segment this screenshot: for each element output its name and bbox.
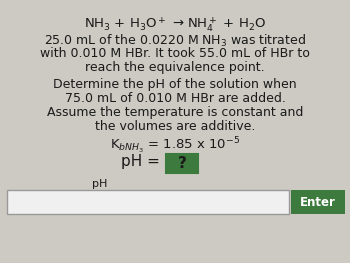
Text: 75.0 mL of 0.010 M HBr are added.: 75.0 mL of 0.010 M HBr are added. bbox=[64, 92, 286, 105]
Text: ?: ? bbox=[177, 156, 187, 171]
FancyBboxPatch shape bbox=[166, 154, 198, 173]
Text: Enter: Enter bbox=[300, 195, 336, 209]
Text: with 0.010 M HBr. It took 55.0 mL of HBr to: with 0.010 M HBr. It took 55.0 mL of HBr… bbox=[40, 47, 310, 60]
Text: the volumes are additive.: the volumes are additive. bbox=[95, 120, 255, 133]
Text: reach the equivalence point.: reach the equivalence point. bbox=[85, 61, 265, 74]
FancyBboxPatch shape bbox=[7, 190, 289, 214]
Text: 25.0 mL of the 0.0220 M NH$_3$ was titrated: 25.0 mL of the 0.0220 M NH$_3$ was titra… bbox=[44, 33, 306, 49]
Text: pH: pH bbox=[92, 179, 108, 189]
Text: Assume the temperature is constant and: Assume the temperature is constant and bbox=[47, 106, 303, 119]
Text: NH$_3$ + H$_3$O$^+$ → NH$_4^+$ + H$_2$O: NH$_3$ + H$_3$O$^+$ → NH$_4^+$ + H$_2$O bbox=[84, 15, 266, 34]
Text: pH =: pH = bbox=[121, 154, 165, 169]
Text: K$_{bNH_3}$ = 1.85 x 10$^{-5}$: K$_{bNH_3}$ = 1.85 x 10$^{-5}$ bbox=[110, 136, 240, 156]
Text: Determine the pH of the solution when: Determine the pH of the solution when bbox=[53, 78, 297, 91]
FancyBboxPatch shape bbox=[291, 190, 345, 214]
